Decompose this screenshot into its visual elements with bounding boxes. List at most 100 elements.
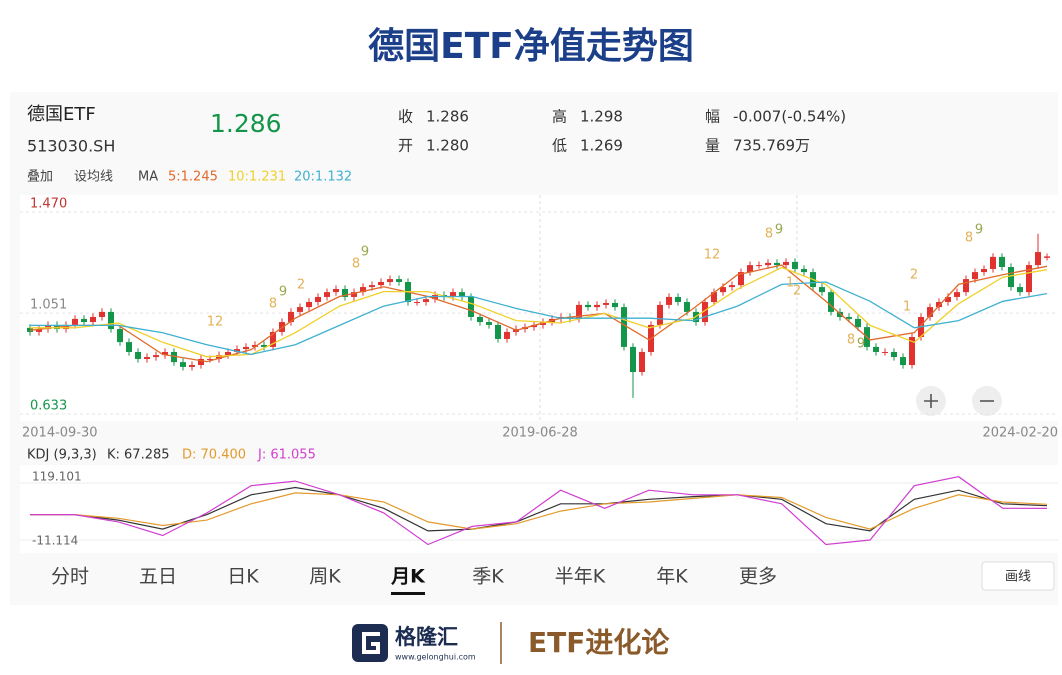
ma-label: MA — [138, 170, 158, 185]
brand-url: www.gelonghui.com — [395, 653, 476, 662]
candle-body — [927, 307, 933, 317]
candle-body — [756, 265, 762, 267]
candle-body — [180, 362, 186, 367]
kdj-line — [30, 476, 1048, 546]
set-ma-button[interactable]: 设均线 — [74, 170, 113, 185]
candle-body — [801, 268, 807, 273]
ma-line — [30, 266, 1048, 358]
candle-body — [342, 288, 348, 297]
candle-body — [945, 296, 951, 303]
sequence-annotation: 8 — [269, 297, 277, 312]
candle-body — [666, 296, 672, 305]
y-tick-label: 0.633 — [30, 399, 67, 414]
candle-body — [81, 318, 87, 323]
candle-body — [198, 358, 204, 366]
candle-body — [657, 304, 663, 325]
candle-body — [963, 279, 969, 293]
candle-body — [999, 256, 1005, 268]
stat-value: 735.769万 — [733, 137, 810, 155]
sequence-annotation: 9 — [857, 337, 865, 352]
stat-label: 幅 — [705, 108, 720, 126]
period-tab[interactable]: 半年K — [555, 566, 606, 588]
candle-body — [765, 262, 771, 266]
candle-body — [792, 261, 798, 269]
sequence-annotation: 1 — [903, 300, 911, 315]
candle-body — [1008, 267, 1014, 288]
period-tab[interactable]: 月K — [390, 566, 426, 588]
candle-body — [252, 344, 258, 347]
candle-body — [360, 287, 366, 293]
kdj-legend: J: 61.055 — [257, 448, 316, 463]
candle-body — [891, 351, 897, 358]
candle-body — [288, 311, 294, 323]
stat-value: 1.269 — [580, 137, 623, 155]
candle-body — [477, 316, 483, 323]
period-tab[interactable]: 分时 — [51, 566, 89, 588]
candle-body — [396, 279, 402, 282]
kdj-title: KDJ (9,3,3) — [27, 448, 97, 463]
sequence-annotation: 9 — [279, 285, 287, 300]
period-tab[interactable]: 季K — [472, 566, 504, 588]
candle-body — [468, 296, 474, 317]
overlay-button[interactable]: 叠加 — [27, 170, 53, 185]
stat-label: 量 — [705, 137, 720, 155]
candle-body — [189, 365, 195, 367]
candle-body — [846, 316, 852, 319]
period-tab[interactable]: 五日 — [139, 566, 177, 588]
candle-body — [612, 302, 618, 308]
candle-body — [216, 355, 222, 359]
candle-body — [90, 316, 96, 323]
candle-body — [171, 351, 177, 363]
candle-body — [486, 322, 492, 325]
stat-value: 1.280 — [426, 137, 469, 155]
ma-line — [29, 264, 1048, 363]
candle-body — [36, 329, 42, 332]
candle-body — [819, 287, 825, 293]
draw-button[interactable] — [981, 561, 1055, 591]
candle-body — [594, 304, 600, 308]
candle-body — [855, 318, 861, 328]
brand-name: 格隆汇 — [395, 625, 458, 649]
ma-legend: 5:1.245 — [168, 170, 218, 185]
candle-body — [63, 324, 69, 330]
candle-body — [117, 329, 123, 343]
candle-body — [162, 351, 168, 356]
stat-label: 低 — [552, 137, 567, 155]
candle-body — [225, 351, 231, 356]
candle-body — [576, 304, 582, 319]
stat-value: 1.298 — [580, 108, 623, 126]
candle-body — [126, 342, 132, 352]
candle-body — [738, 272, 744, 286]
candle-body — [630, 346, 636, 373]
fund-code: 513030.SH — [27, 137, 115, 156]
stat-label: 收 — [398, 108, 413, 126]
ma-legend: 20:1.132 — [294, 170, 352, 185]
sequence-annotation: 9 — [775, 223, 783, 238]
candle-body — [981, 268, 987, 273]
period-tab[interactable]: 日K — [227, 566, 259, 588]
candle-body — [270, 331, 276, 347]
fund-name: 德国ETF — [27, 104, 96, 125]
kdj-legend: D: 70.400 — [182, 448, 246, 463]
period-tab[interactable]: 更多 — [739, 566, 777, 588]
sequence-annotation: 12 — [704, 248, 721, 263]
sequence-annotation: 12 — [207, 315, 224, 330]
candle-body — [387, 279, 393, 282]
period-tab[interactable]: 周K — [309, 566, 341, 588]
last-price: 1.286 — [210, 109, 282, 138]
candle-body — [675, 296, 681, 303]
candle-body — [423, 299, 429, 303]
candle-body — [306, 302, 312, 308]
ma-legend: 10:1.231 — [228, 170, 286, 185]
candle-body — [972, 272, 978, 280]
sequence-annotation: 8 — [847, 333, 855, 348]
period-tab[interactable]: 年K — [656, 566, 688, 588]
sequence-annotation: 8 — [352, 257, 360, 272]
candle-body — [153, 355, 159, 358]
candle-body — [621, 307, 627, 347]
candle-body — [873, 346, 879, 352]
candle-body — [324, 292, 330, 297]
y-tick-label: 1.470 — [30, 197, 67, 212]
sequence-annotation: 1 — [786, 276, 794, 291]
